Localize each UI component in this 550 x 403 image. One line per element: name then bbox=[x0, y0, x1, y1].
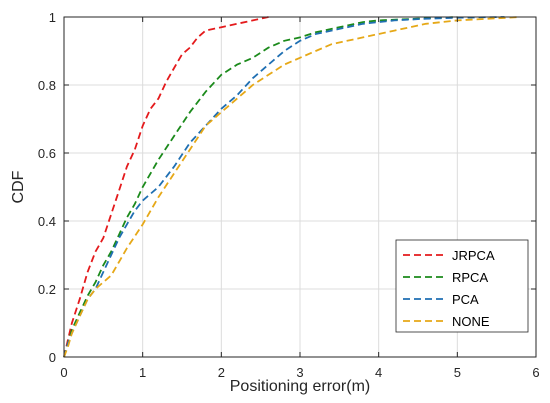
x-tick-label: 5 bbox=[454, 365, 461, 380]
x-tick-label: 0 bbox=[60, 365, 67, 380]
series-layer bbox=[63, 16, 521, 358]
y-tick-label: 0.6 bbox=[38, 146, 56, 161]
x-tick-label: 3 bbox=[296, 365, 303, 380]
series-line-pca bbox=[63, 16, 505, 358]
series-line-none bbox=[63, 16, 521, 358]
y-tick-label: 0.8 bbox=[38, 78, 56, 93]
series-line-jrpca bbox=[63, 16, 269, 358]
x-axis-title: Positioning error(m) bbox=[230, 378, 370, 395]
legend-label-none: NONE bbox=[452, 314, 490, 329]
x-tick-label: 4 bbox=[375, 365, 382, 380]
x-tick-label: 2 bbox=[218, 365, 225, 380]
y-tick-label: 0 bbox=[49, 350, 56, 365]
legend-label-jrpca: JRPCA bbox=[452, 248, 495, 263]
x-tick-label: 1 bbox=[139, 365, 146, 380]
legend-label-rpca: RPCA bbox=[452, 270, 488, 285]
y-tick-label: 0.4 bbox=[38, 214, 56, 229]
y-tick-label: 0.2 bbox=[38, 282, 56, 297]
x-tick-labels: 0 1 2 3 4 5 6 bbox=[60, 365, 539, 380]
series-line-rpca bbox=[63, 16, 458, 358]
x-tick-label: 6 bbox=[532, 365, 539, 380]
legend: JRPCA RPCA PCA NONE bbox=[395, 239, 529, 333]
y-tick-label: 1 bbox=[49, 10, 56, 25]
legend-label-pca: PCA bbox=[452, 292, 479, 307]
y-tick-labels: 0 0.2 0.4 0.6 0.8 1 bbox=[38, 10, 56, 365]
y-axis-title: CDF bbox=[10, 170, 27, 203]
axis-ticks bbox=[63, 16, 537, 358]
grid-lines bbox=[64, 17, 536, 357]
